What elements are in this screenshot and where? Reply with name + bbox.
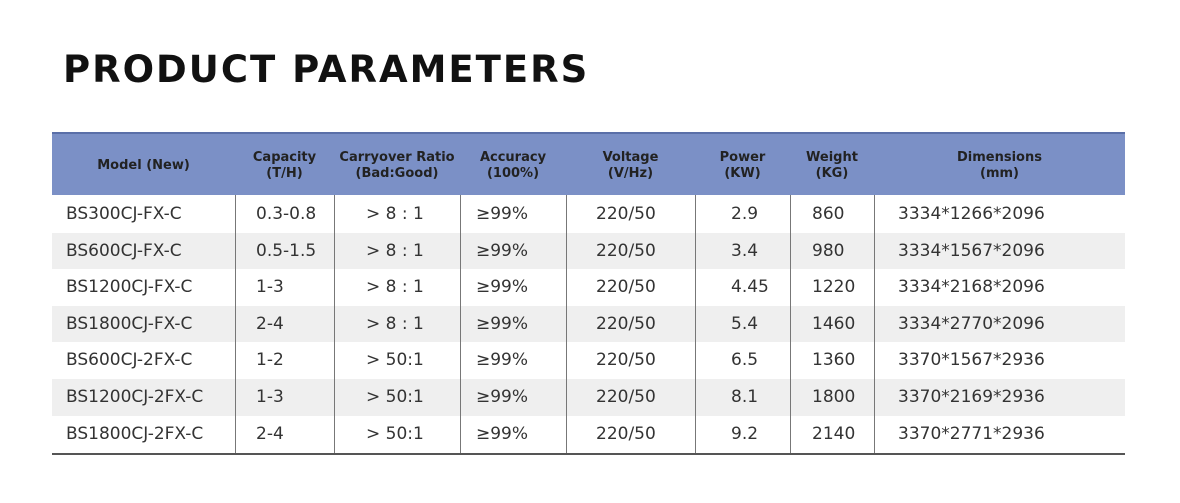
- table-cell: BS1800CJ-2FX-C: [66, 423, 204, 444]
- table-cell: 3334*1567*2096: [898, 240, 1045, 261]
- table-cell: 3334*2168*2096: [898, 277, 1045, 298]
- table-cell: 2-4: [256, 423, 284, 444]
- table-cell: 220/50: [596, 277, 656, 298]
- table-cell: 220/50: [596, 387, 656, 407]
- header-line: (mm): [980, 165, 1019, 181]
- table-cell: 2.9: [731, 204, 759, 224]
- table-cell: 220/50: [596, 423, 656, 444]
- header-line: (V/Hz): [607, 165, 654, 181]
- table-header: Model (New) Capacity (T/H) Carryover Ratio(…: [52, 132, 1125, 195]
- table-cell: 980: [812, 240, 845, 261]
- table-cell: 1-3: [256, 277, 284, 298]
- table-cell: > 8 : 1: [366, 277, 424, 298]
- table-cell: > 8 : 1: [366, 313, 424, 334]
- header-line: Weight: [806, 149, 858, 165]
- table-row: BS1800CJ-FX-C 2-4 > 8 : 1 ≥99% 220/50 5.4 1460…: [52, 305, 1125, 343]
- table-cell: ≥99%: [476, 423, 529, 444]
- table-cell: 6.5: [731, 350, 759, 371]
- table-cell: BS600CJ-FX-C: [66, 240, 182, 261]
- header-line: Dimensions: [957, 149, 1042, 165]
- table-cell: BS300CJ-FX-C: [66, 204, 182, 224]
- table-cell: > 8 : 1: [366, 240, 424, 261]
- table-cell: 1800: [812, 387, 856, 407]
- column-divider: [566, 195, 567, 453]
- table-cell: BS1200CJ-FX-C: [66, 277, 193, 298]
- column-divider: [235, 195, 236, 453]
- header-line: (KG): [815, 165, 849, 181]
- table-cell: 2-4: [256, 313, 284, 334]
- header-line: Voltage: [602, 149, 659, 165]
- table-cell: 8.1: [731, 387, 759, 407]
- table-cell: 4.45: [731, 277, 769, 298]
- table-cell: 9.2: [731, 423, 759, 444]
- table-cell: 860: [812, 204, 845, 224]
- header-cell: Accuracy (100%): [460, 134, 566, 197]
- table-cell: ≥99%: [476, 350, 529, 371]
- header-line: (100%): [486, 165, 540, 181]
- header-cell: Dimensions (mm): [874, 134, 1125, 197]
- header-line: (KW): [724, 165, 761, 181]
- table-cell: 5.4: [731, 313, 759, 334]
- table-row: BS600CJ-FX-C 0.5-1.5 > 8 : 1 ≥99% 220/50 3.4 9…: [52, 232, 1125, 270]
- parameter-table: Model (New) Capacity (T/H) Carryover Ratio(…: [52, 132, 1125, 455]
- table-cell: 1460: [812, 313, 856, 334]
- table-cell: > 50:1: [366, 350, 424, 371]
- header-line: Accuracy: [479, 149, 547, 165]
- table-cell: > 50:1: [366, 423, 424, 444]
- header-cell: Model (New): [52, 134, 235, 197]
- table-cell: 0.3-0.8: [256, 204, 317, 224]
- table-cell: ≥99%: [476, 387, 529, 407]
- table-cell: 3370*2771*2936: [898, 423, 1045, 444]
- table-cell: 0.5-1.5: [256, 240, 317, 261]
- table-cell: 220/50: [596, 204, 656, 224]
- header-line: Power: [719, 149, 766, 165]
- table-cell: 1220: [812, 277, 856, 298]
- table-row: BS1800CJ-2FX-C 2-4 > 50:1 ≥99% 220/50 9.2 2140…: [52, 415, 1125, 453]
- table-row: BS1200CJ-FX-C 1-3 > 8 : 1 ≥99% 220/50 4.45 122…: [52, 269, 1125, 306]
- table-cell: 220/50: [596, 313, 656, 334]
- table-cell: 3370*2169*2936: [898, 387, 1045, 407]
- table-cell: 2140: [812, 423, 856, 444]
- table-cell: ≥99%: [476, 277, 529, 298]
- table-cell: BS1200CJ-2FX-C: [66, 387, 204, 407]
- table-cell: 1360: [812, 350, 856, 371]
- table-cell: 3.4: [731, 240, 759, 261]
- header-line: (T/H): [266, 165, 303, 181]
- table-cell: > 8 : 1: [366, 204, 424, 224]
- column-divider: [874, 195, 875, 453]
- table-cell: > 50:1: [366, 387, 424, 407]
- column-divider: [695, 195, 696, 453]
- table-cell: 3334*1266*2096: [898, 204, 1045, 224]
- table-cell: 1-2: [256, 350, 284, 371]
- table-cell: ≥99%: [476, 204, 529, 224]
- table-cell: 1-3: [256, 387, 284, 407]
- column-divider: [334, 195, 335, 453]
- table-cell: 3334*2770*2096: [898, 313, 1045, 334]
- header-line: (Bad:Good): [355, 165, 439, 181]
- table-cell: BS1800CJ-FX-C: [66, 313, 193, 334]
- column-divider: [790, 195, 791, 453]
- table-cell: 220/50: [596, 350, 656, 371]
- table-row: BS600CJ-2FX-C 1-2 > 50:1 ≥99% 220/50 6.5 1360 3…: [52, 342, 1125, 379]
- table-cell: ≥99%: [476, 313, 529, 334]
- header-line: Model (New): [97, 157, 190, 173]
- header-line: Carryover Ratio: [339, 149, 455, 165]
- header-cell: Capacity (T/H): [235, 134, 334, 197]
- header-cell: Carryover Ratio (Bad:Good): [334, 134, 460, 197]
- header-cell: Voltage (V/Hz): [566, 134, 695, 197]
- table-cell: BS600CJ-2FX-C: [66, 350, 193, 371]
- page-title: PRODUCT PARAMETERS: [63, 48, 590, 91]
- table-cell: 3370*1567*2936: [898, 350, 1045, 371]
- table-row: BS1200CJ-2FX-C 1-3 > 50:1 ≥99% 220/50 8.1 1800…: [52, 379, 1125, 416]
- header-cell: Weight (KG): [790, 134, 874, 197]
- table-cell: 220/50: [596, 240, 656, 261]
- table-cell: ≥99%: [476, 240, 529, 261]
- table-row: BS300CJ-FX-C 0.3-0.8 > 8 : 1 ≥99% 220/50 2.9 8…: [52, 196, 1125, 233]
- column-divider: [460, 195, 461, 453]
- header-line: Capacity: [252, 149, 317, 165]
- header-cell: Power (KW): [695, 134, 790, 197]
